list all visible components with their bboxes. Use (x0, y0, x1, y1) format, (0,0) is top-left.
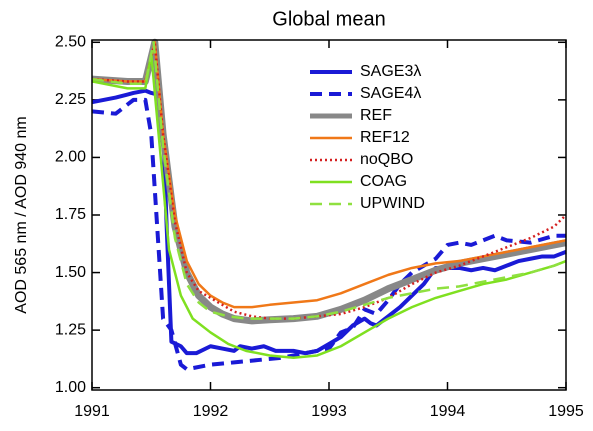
legend-label: SAGE4λ (360, 85, 421, 102)
x-tick-label: 1993 (311, 403, 347, 420)
line-series (91, 97, 566, 372)
legend-label: COAG (360, 173, 407, 190)
y-tick-label: 2.50 (55, 34, 86, 51)
y-tick-label: 1.00 (55, 379, 86, 396)
y-axis-label: AOD 565 nm / AOD 940 nm (13, 116, 30, 313)
x-tick-label: 1994 (430, 403, 466, 420)
legend-label: UPWIND (360, 195, 425, 212)
y-tick-label: 1.50 (55, 264, 86, 281)
line-series (91, 52, 567, 360)
chart-title: Global mean (272, 8, 385, 30)
line-series (91, 41, 567, 309)
y-tick-label: 2.00 (55, 149, 86, 166)
plot-frame (91, 39, 567, 391)
legend-label: REF (360, 107, 392, 124)
legend-label: REF12 (360, 129, 410, 146)
y-tick-label: 1.75 (55, 206, 86, 223)
line-series (91, 41, 567, 320)
legend-label: SAGE3λ (360, 63, 421, 80)
line-series (91, 41, 567, 320)
x-tick-label: 1995 (548, 403, 584, 420)
legend-label: noQBO (360, 151, 413, 168)
x-tick-label: 1991 (74, 403, 110, 420)
y-tick-label: 2.25 (55, 91, 86, 108)
y-tick-label: 1.25 (55, 321, 86, 338)
x-tick-label: 1992 (193, 403, 229, 420)
